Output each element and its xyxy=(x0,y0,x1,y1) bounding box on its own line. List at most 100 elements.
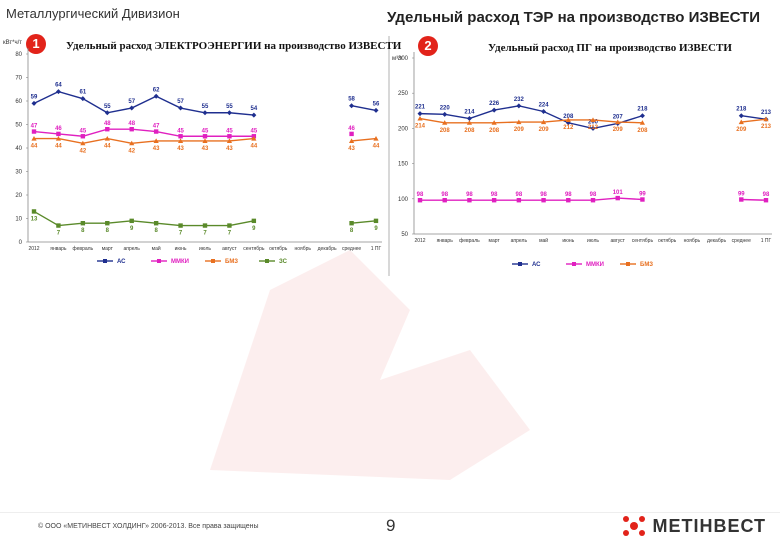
data-label: 212 xyxy=(563,125,574,131)
data-point xyxy=(202,138,208,143)
y-tick-label: 0 xyxy=(19,240,23,246)
data-point xyxy=(491,120,497,125)
data-label: 98 xyxy=(590,192,597,198)
data-point xyxy=(153,129,159,134)
legend-marker xyxy=(572,262,576,266)
legend-label: АС xyxy=(532,262,541,268)
data-label: 45 xyxy=(251,128,258,134)
page-number: 9 xyxy=(386,516,396,535)
data-label: 213 xyxy=(761,110,772,116)
data-point xyxy=(80,134,86,139)
data-point xyxy=(31,136,37,141)
legend-marker xyxy=(265,259,269,263)
data-point xyxy=(153,221,159,226)
data-point xyxy=(349,221,354,226)
data-point xyxy=(615,195,620,201)
x-tick-label: 2012 xyxy=(414,238,425,244)
x-tick-label: август xyxy=(222,246,237,252)
data-label: 7 xyxy=(203,231,207,237)
data-point xyxy=(540,119,547,125)
data-label: 44 xyxy=(104,144,111,150)
series-line xyxy=(741,118,767,123)
division-label: Металлургический Дивизион xyxy=(6,6,180,21)
data-point xyxy=(442,198,447,203)
data-label: 208 xyxy=(489,128,500,134)
data-point xyxy=(541,109,547,115)
metinvest-logo-icon xyxy=(623,516,646,536)
data-point xyxy=(153,93,159,99)
data-label: 98 xyxy=(466,192,473,198)
data-label: 47 xyxy=(31,124,38,130)
chart-divider xyxy=(388,36,390,276)
x-tick-label: сентябрь xyxy=(632,238,654,244)
data-label: 208 xyxy=(563,114,574,120)
x-tick-label: июнь xyxy=(562,238,574,244)
data-label: 208 xyxy=(637,128,648,134)
data-label: 46 xyxy=(348,126,355,132)
y-tick-label: 150 xyxy=(398,162,409,168)
brand-name: МЕТІНВЕСТ xyxy=(652,515,766,536)
data-label: 98 xyxy=(540,192,547,198)
legend-marker xyxy=(518,262,522,266)
data-point xyxy=(541,198,546,203)
brand-logo: МЕТІНВЕСТ xyxy=(622,515,766,537)
data-label: 58 xyxy=(348,97,355,103)
data-label: 43 xyxy=(202,146,209,152)
data-point xyxy=(373,107,379,113)
chart-2-plot: 50 100 150 200 250 300 2012 январь февраль март ап… xyxy=(398,52,772,268)
data-label: 213 xyxy=(761,124,772,130)
legend-marker xyxy=(626,262,630,266)
data-label: 208 xyxy=(464,128,475,134)
data-point xyxy=(202,110,208,116)
data-label: 8 xyxy=(106,228,110,234)
data-label: 64 xyxy=(55,83,62,89)
data-point xyxy=(227,134,232,139)
x-tick-label: март xyxy=(102,246,114,252)
x-tick-label: июль xyxy=(199,246,211,252)
data-label: 214 xyxy=(415,124,426,130)
data-point xyxy=(105,221,110,226)
data-label: 209 xyxy=(736,127,747,133)
legend-label: ЗС xyxy=(279,259,288,265)
data-point xyxy=(80,140,86,146)
data-point xyxy=(31,129,37,134)
y-tick-label: 60 xyxy=(15,99,22,105)
data-label: 208 xyxy=(440,128,451,134)
y-tick-label: 30 xyxy=(15,170,22,176)
x-tick-label: май xyxy=(539,237,548,244)
data-point xyxy=(80,96,86,102)
data-point xyxy=(516,103,522,109)
x-tick-label: июнь xyxy=(175,246,187,252)
data-label: 57 xyxy=(128,99,135,105)
series-line xyxy=(351,220,377,224)
data-label: 7 xyxy=(228,231,232,237)
data-point xyxy=(202,134,208,139)
data-label: 48 xyxy=(104,121,111,127)
data-point xyxy=(227,223,232,228)
data-label: 42 xyxy=(128,148,135,154)
x-tick-label: февраль xyxy=(73,246,94,252)
x-tick-label: июль xyxy=(587,238,599,244)
data-point xyxy=(491,107,497,113)
footer xyxy=(0,512,780,541)
data-point xyxy=(590,125,596,131)
series-line xyxy=(419,105,643,130)
data-point xyxy=(178,223,183,228)
data-point xyxy=(466,116,472,122)
data-point xyxy=(178,134,183,139)
copyright-text: © ООО «МЕТИНВЕСТ ХОЛДИНГ» 2006-2013. Все… xyxy=(38,523,259,530)
x-tick-label: декабрь xyxy=(707,238,726,244)
data-point xyxy=(590,198,596,203)
y-tick-label: 70 xyxy=(15,76,22,82)
data-label: 224 xyxy=(539,103,550,109)
data-label: 98 xyxy=(491,192,498,198)
series-line xyxy=(420,197,643,201)
data-point xyxy=(349,103,355,109)
data-point xyxy=(566,198,571,203)
x-tick-label: ноябрь xyxy=(294,246,311,252)
x-tick-label: 2012 xyxy=(28,246,39,252)
data-label: 44 xyxy=(373,144,380,150)
data-label: 44 xyxy=(55,144,62,150)
data-label: 59 xyxy=(31,94,38,100)
data-point xyxy=(442,111,448,117)
